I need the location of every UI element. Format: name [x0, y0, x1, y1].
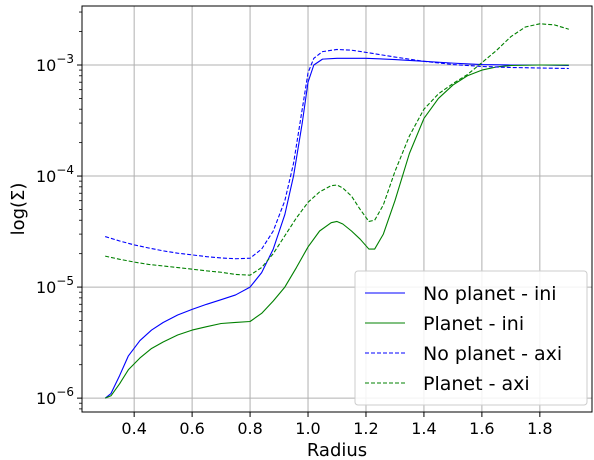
legend-label: No planet - axi: [423, 343, 562, 365]
y-tick-exponent: −4: [56, 163, 74, 177]
y-tick-exponent: −6: [56, 385, 74, 399]
x-tick-label: 0.8: [237, 419, 262, 438]
series-line-no-planet-ini: [104, 57, 569, 399]
y-tick-label: 10−5: [36, 274, 74, 297]
x-tick-label: 1.0: [295, 419, 320, 438]
y-axis-ticks: 10−610−510−410−3: [36, 11, 82, 410]
x-tick-label: 1.4: [411, 419, 436, 438]
y-tick-base: 10: [36, 56, 56, 75]
legend-label: Planet - axi: [423, 373, 530, 395]
y-tick-label: 10−3: [36, 52, 74, 75]
x-tick-label: 0.6: [179, 419, 204, 438]
series-layer: [104, 23, 569, 399]
y-tick-base: 10: [36, 389, 56, 408]
series-line-planet-axi: [105, 23, 569, 276]
x-axis-label: Radius: [307, 440, 367, 460]
x-axis-ticks: 0.4 0.6 0.8 1.0 1.2 1.4 1.6 1.8: [121, 412, 553, 438]
series-line-planet-ini: [104, 64, 569, 399]
y-tick-label: 10−4: [36, 163, 74, 186]
legend-label: Planet - ini: [423, 313, 524, 335]
x-tick-label: 1.8: [527, 419, 552, 438]
legend-box: [354, 270, 588, 406]
x-tick-label: 1.2: [353, 419, 378, 438]
y-tick-exponent: −3: [56, 52, 74, 66]
y-tick-label: 10−6: [36, 385, 74, 408]
plot-frame: [81, 5, 593, 413]
legend-label: No planet - ini: [423, 283, 557, 305]
y-tick-base: 10: [36, 278, 56, 297]
x-tick-label: 0.4: [121, 419, 146, 438]
series-line-no-planet-axi: [105, 48, 569, 260]
legend: No planet - ini Planet - ini No planet - a…: [354, 270, 588, 406]
y-axis-label: log(Σ): [8, 183, 29, 236]
y-tick-exponent: −5: [56, 274, 74, 288]
y-tick-base: 10: [36, 167, 56, 186]
x-tick-label: 1.6: [469, 419, 494, 438]
